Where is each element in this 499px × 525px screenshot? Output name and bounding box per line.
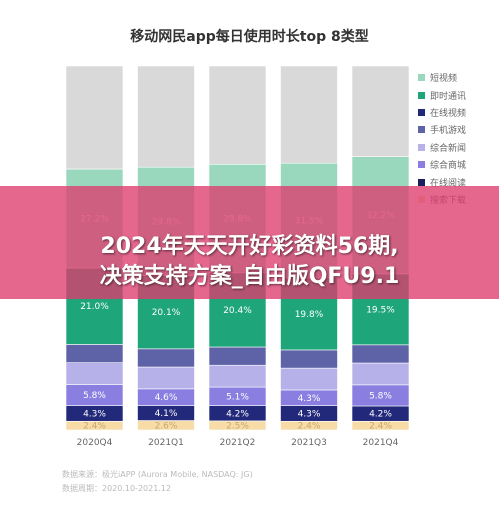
legend-swatch	[418, 74, 425, 82]
legend-label: 在线视频	[430, 108, 467, 119]
x-tick-label-2021Q3: 2021Q3	[291, 438, 327, 448]
legend-item-6: 在线阅读	[418, 173, 466, 190]
x-tick-label-2020Q4: 2020Q4	[77, 438, 113, 448]
legend-swatch	[418, 161, 425, 169]
legend-label: 短视频	[430, 74, 458, 85]
legend-label: 即时通讯	[430, 91, 467, 102]
x-tick-label-2021Q4: 2021Q4	[363, 438, 399, 448]
source-line-2: 数据周期：2020.10-2021.12	[62, 484, 172, 493]
source-note: 数据来源：极光iAPP (Aurora Mobile, NASDAQ: JG) …	[62, 468, 253, 496]
x-tick-label-2021Q2: 2021Q2	[220, 438, 256, 448]
data-label-2020Q4-0: 2.4%	[83, 422, 106, 432]
bar-segment-2021Q2-4	[208, 346, 267, 366]
legend-item-5: 综合商城	[418, 156, 466, 173]
chart-title: 移动网民app每日使用时长top 8类型	[130, 29, 369, 45]
data-label-2021Q3-1: 4.3%	[298, 409, 321, 419]
legend-swatch	[418, 178, 425, 186]
legend-swatch	[418, 108, 425, 116]
data-label-2021Q1-5: 20.1%	[152, 308, 181, 318]
bar-segment-2020Q4-7	[65, 65, 124, 170]
legend-item-4: 综合新闻	[418, 139, 466, 156]
data-label-2021Q2-5: 20.4%	[223, 306, 252, 316]
data-label-2021Q3-2: 4.3%	[298, 394, 321, 404]
bar-segment-2020Q4-4	[65, 344, 124, 363]
bar-segment-2021Q2-7	[208, 65, 267, 165]
legend-item-0: 短视频	[418, 69, 466, 86]
x-tick-label-2021Q1: 2021Q1	[148, 438, 184, 448]
overlay-text-line-2: 决策支持方案_自由版QFU9.1	[99, 264, 400, 289]
data-label-2020Q4-1: 4.3%	[83, 409, 106, 419]
data-label-2021Q4-1: 4.2%	[369, 410, 392, 420]
watermark-overlay-banner: 2024年天天开好彩资料56期, 决策支持方案_自由版QFU9.1	[0, 186, 499, 299]
bar-segment-2021Q1-3	[137, 366, 195, 390]
bar-segment-2021Q3-3	[280, 367, 338, 391]
legend-swatch	[418, 143, 425, 151]
data-label-2021Q2-0: 2.5%	[226, 421, 249, 431]
bar-segment-2021Q2-3	[208, 364, 267, 388]
legend-label: 综合商城	[430, 161, 467, 172]
legend-swatch	[418, 126, 425, 134]
bar-segment-2021Q4-4	[351, 344, 410, 364]
data-label-2021Q2-2: 5.1%	[226, 392, 249, 402]
data-label-2021Q4-5: 19.5%	[366, 305, 395, 315]
bar-segment-2021Q1-7	[137, 65, 195, 168]
data-label-2021Q1-1: 4.1%	[155, 409, 178, 419]
overlay-text-line-1: 2024年天天开好彩资料56期,	[100, 234, 399, 259]
legend-item-2: 在线视频	[418, 104, 466, 121]
data-label-2021Q3-5: 19.8%	[295, 310, 324, 320]
data-label-2021Q4-2: 5.8%	[369, 391, 392, 401]
data-label-2021Q1-0: 2.6%	[155, 421, 178, 431]
bar-segment-2021Q3-4	[280, 349, 338, 369]
legend-item-1: 即时通讯	[418, 86, 466, 103]
data-label-2020Q4-5: 21.0%	[80, 302, 109, 312]
bar-segment-2021Q3-7	[280, 65, 338, 164]
bar-segment-2021Q4-7	[351, 65, 410, 157]
data-label-2021Q2-1: 4.2%	[226, 409, 249, 419]
legend-label: 综合新闻	[430, 143, 467, 154]
legend-item-3: 手机游戏	[418, 121, 466, 138]
data-label-2021Q1-2: 4.6%	[155, 393, 178, 403]
legend-label: 手机游戏	[430, 126, 467, 137]
data-label-2021Q4-0: 2.4%	[369, 422, 392, 432]
bar-segment-2021Q1-4	[137, 348, 195, 368]
data-label-2020Q4-2: 5.8%	[83, 391, 106, 401]
legend-swatch	[418, 91, 425, 99]
source-line-1: 数据来源：极光iAPP (Aurora Mobile, NASDAQ: JG)	[62, 470, 253, 479]
bar-segment-2020Q4-3	[65, 362, 124, 385]
bar-segment-2021Q4-3	[351, 362, 410, 386]
data-label-2021Q3-0: 2.4%	[298, 422, 321, 432]
legend-label: 在线阅读	[430, 178, 467, 189]
